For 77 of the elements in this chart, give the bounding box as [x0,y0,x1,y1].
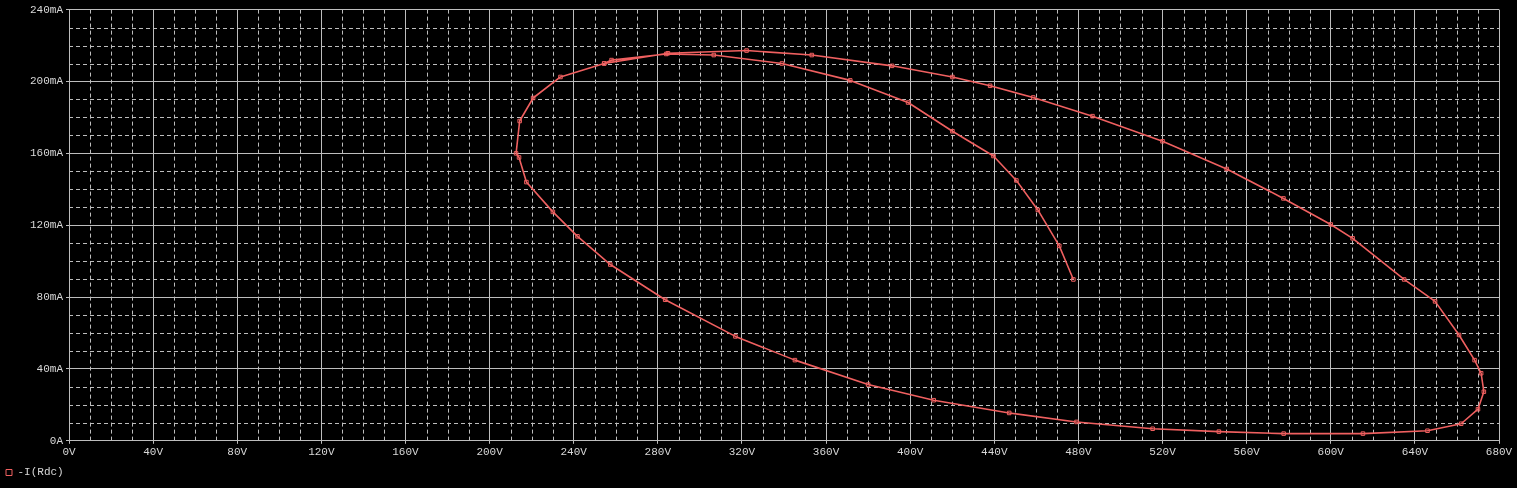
x-tick-label: 400V [896,446,924,459]
point [792,357,798,363]
point [513,151,519,156]
point [575,234,580,239]
x-tick-label: 360V [812,446,840,459]
point [1401,277,1407,282]
x-tick-label: 280V [644,446,672,459]
point [1478,370,1484,376]
point [1035,207,1041,213]
y-tick-label: 80mA [36,290,64,303]
x-tick-label: 560V [1233,446,1261,459]
x-tick-label: 160V [392,446,420,459]
x-tick-label: 40V [143,446,164,459]
point [1014,178,1019,183]
x-tick-label: 240V [560,446,588,459]
point [662,297,668,303]
y-tick-label: 240mA [29,3,64,16]
point [608,262,613,267]
point [1458,421,1464,426]
point [517,118,522,124]
point [550,209,556,215]
x-tick-label: 320V [728,446,756,459]
x-tick-label: 640V [1401,446,1429,459]
point [1224,166,1229,172]
y-tick-label: 160mA [29,147,64,160]
point [1281,196,1286,201]
y-tick-label: 40mA [36,362,64,375]
point [1475,406,1481,412]
point [950,74,955,80]
point [1216,429,1222,434]
point [950,128,955,134]
point [558,74,563,80]
point [530,95,536,101]
point [516,155,522,160]
point [1057,243,1062,249]
point [733,334,738,339]
point [1006,410,1012,416]
y-tick-label: 200mA [29,75,64,88]
point [779,61,785,66]
x-tick-label: 200V [476,446,504,459]
point [1030,95,1036,100]
x-tick-label: 600V [1317,446,1345,459]
y-tick-label: 120mA [29,219,64,232]
point [889,63,895,69]
point [1481,389,1487,395]
point [809,52,815,58]
point [865,382,871,387]
point [987,83,993,89]
x-tick-label: 120V [308,446,335,459]
y-tick-label: 0A [49,434,64,447]
x-tick-label: 680V [1485,446,1513,459]
point [991,153,996,159]
point [609,57,614,63]
point [711,52,717,58]
x-tick-label: 0V [62,446,76,459]
point [1328,222,1334,227]
point [1350,236,1355,241]
point [1432,299,1438,304]
point [905,100,911,105]
x-tick-label: 80V [227,446,248,459]
point [847,78,853,83]
point [931,397,936,403]
point [1071,277,1076,282]
point [1360,431,1366,436]
x-tick-label: 520V [1149,446,1177,459]
legend-label: -I(Rdc) [17,466,64,479]
point [1160,139,1165,144]
x-tick-label: 440V [981,446,1008,459]
point [1472,357,1477,363]
point [1150,426,1155,432]
point [1281,431,1286,436]
x-tick-label: 480V [1065,446,1093,459]
point [744,48,749,53]
point [524,179,529,185]
point [1090,113,1095,119]
point [1074,419,1079,425]
point [1425,428,1430,434]
